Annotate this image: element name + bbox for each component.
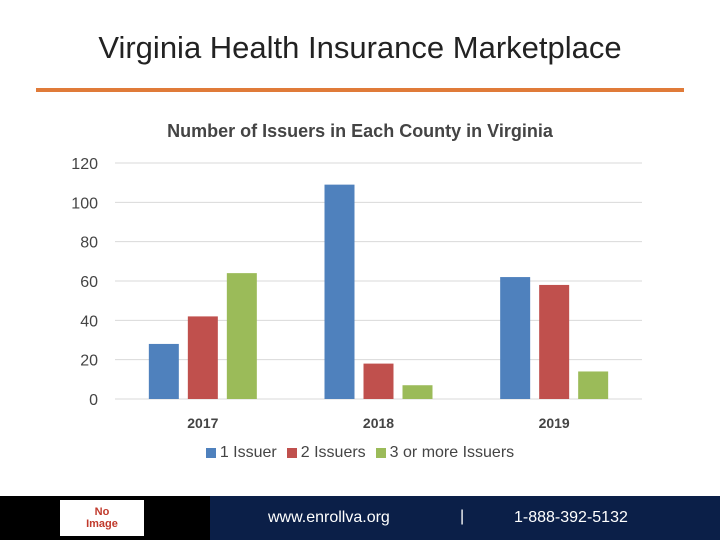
y-tick-label: 60 (80, 274, 98, 291)
bar-2019-series-3 (578, 371, 609, 399)
y-tick-label: 20 (80, 353, 98, 370)
y-tick-label: 0 (89, 392, 98, 409)
legend-label: 3 or more Issuers (389, 444, 515, 461)
bar-2017-series-1 (148, 343, 179, 399)
y-tick-label: 40 (80, 313, 98, 330)
bar-2019-series-1 (500, 277, 531, 399)
bar-2018-series-2 (363, 363, 394, 399)
legend-item-2-issuers: 2 Issuers (286, 444, 366, 462)
legend-item-1-issuer: 1 Issuer (205, 444, 277, 462)
logo-text-line1: No (94, 506, 110, 518)
y-tick-label: 80 (80, 235, 98, 252)
footer-phone-number: 1-888-392-5132 (514, 509, 628, 526)
bar-2017-series-3 (226, 273, 257, 399)
legend-swatch (205, 448, 216, 458)
bar-2019-series-2 (539, 284, 570, 399)
bar-2018-series-1 (324, 184, 355, 399)
logo-placeholder: No Image (60, 500, 144, 536)
x-tick-label: 2018 (363, 415, 394, 431)
y-tick-label: 100 (71, 195, 98, 212)
legend-swatch (286, 448, 297, 458)
bar-2017-series-2 (187, 316, 218, 399)
slide-title: Virginia Health Insurance Marketplace (98, 30, 622, 65)
x-tick-label: 2019 (539, 415, 570, 431)
footer-bar: No Image www.enrollva.org | 1-888-392-51… (0, 496, 720, 540)
title-divider (36, 88, 684, 92)
legend-label: 1 Issuer (219, 444, 277, 461)
x-tick-label: 2017 (187, 415, 218, 431)
legend-label: 2 Issuers (300, 444, 366, 461)
legend-item-3-or-more-issuers: 3 or more Issuers (375, 444, 515, 462)
footer-website-link[interactable]: www.enrollva.org (268, 509, 390, 526)
bars (148, 184, 609, 399)
x-axis-ticks: 2017 2018 2019 (187, 415, 570, 431)
y-axis-ticks: 0 20 40 60 80 100 120 (71, 156, 98, 409)
logo-text-line2: Image (86, 518, 118, 530)
chart-legend: 1 Issuer 2 Issuers 3 or more Issuers (0, 444, 720, 462)
chart-title: Number of Issuers in Each County in Virg… (167, 121, 553, 141)
legend-swatch (375, 448, 386, 458)
footer-separator: | (460, 508, 465, 525)
footer-logo-area: No Image (0, 496, 210, 540)
y-tick-label: 120 (71, 156, 98, 173)
bar-2018-series-3 (402, 385, 433, 399)
